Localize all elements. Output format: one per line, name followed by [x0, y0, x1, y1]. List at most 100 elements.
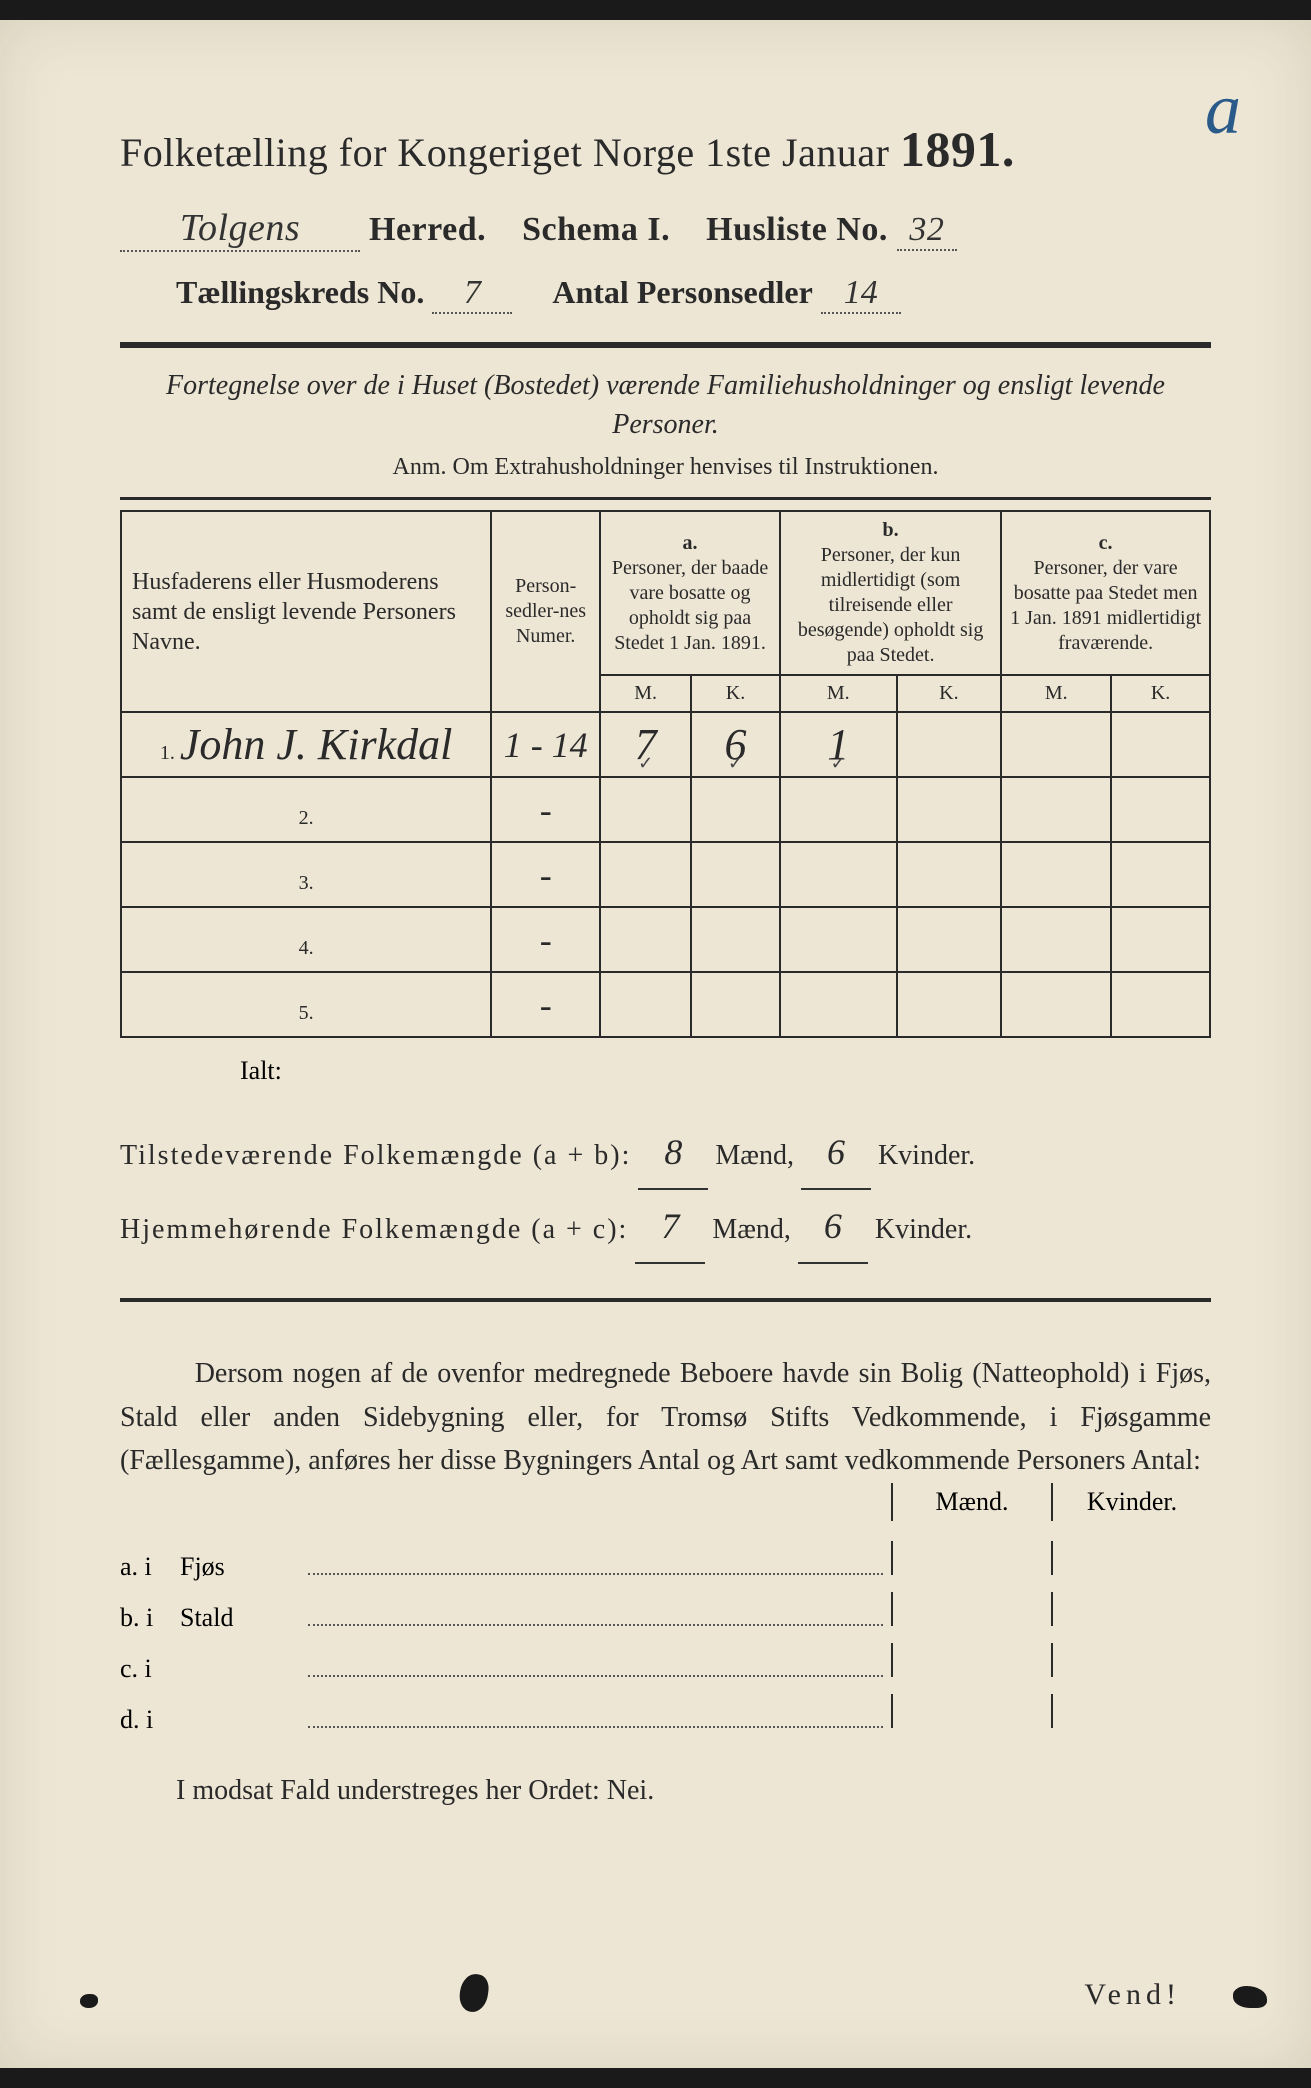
th-a-text: Personer, der baade vare bosatte og opho…: [605, 556, 775, 656]
cell-a-m: [600, 777, 691, 842]
th-c-text: Personer, der vare bosatte paa Stedet me…: [1006, 556, 1205, 656]
header-line-1: Tolgens Herred. Schema I. Husliste No. 3…: [120, 206, 1211, 252]
title-year: 1891.: [900, 121, 1015, 177]
cell-c-m: [1001, 712, 1111, 777]
inkblot-icon: [1233, 1986, 1267, 2008]
anm-line: Anm. Om Extrahusholdninger henvises til …: [120, 454, 1211, 481]
th-c-k: K.: [1111, 675, 1210, 712]
kvinder-label: Kvinder.: [878, 1140, 975, 1171]
cell-b-m: 1✓: [780, 712, 897, 777]
dots-fill: [308, 1651, 883, 1677]
cell-b-k: [897, 712, 1002, 777]
table-row: 4. -: [121, 907, 1210, 972]
kvinder-label: Kvinder.: [875, 1214, 972, 1245]
th-num: Person-sedler-nes Numer.: [491, 511, 600, 712]
cell-c-k: [1111, 972, 1210, 1037]
divider: [120, 342, 1211, 348]
dots-fill: [308, 1702, 883, 1728]
row-label: 1. John J. Kirkdal: [121, 712, 491, 777]
cell-a-k: [691, 907, 780, 972]
corner-annotation: a: [1205, 68, 1241, 151]
nei-line: I modsat Fald understreges her Ordet: Ne…: [120, 1775, 1211, 1807]
ialt-label: Ialt:: [240, 1056, 1211, 1086]
census-form-page: a Folketælling for Kongeriget Norge 1ste…: [0, 20, 1311, 2068]
table-row: 1. John J. Kirkdal1 - 147✓6✓1✓: [121, 712, 1210, 777]
divider: [120, 497, 1211, 500]
sub-lab: b. i: [120, 1603, 180, 1633]
tot2-label: Hjemmehørende Folkemængde (a + c):: [120, 1214, 628, 1245]
cell-b-k: [897, 972, 1002, 1037]
maend-label: Mænd,: [715, 1140, 794, 1171]
cell-c-k: [1111, 712, 1210, 777]
sub-k-cell: [1051, 1592, 1211, 1626]
th-a-m: M.: [600, 675, 691, 712]
cell-c-k: [1111, 777, 1210, 842]
th-c-m: M.: [1001, 675, 1111, 712]
cell-b-k: [897, 842, 1002, 907]
tot1-k: 6: [801, 1116, 871, 1190]
cell-c-m: [1001, 777, 1111, 842]
cell-b-m: [780, 777, 897, 842]
cell-b-m: [780, 907, 897, 972]
table-row: 3. -: [121, 842, 1210, 907]
husliste-label: Husliste No.: [706, 211, 888, 248]
cell-num: -: [491, 972, 600, 1037]
herred-value: Tolgens: [120, 206, 360, 252]
main-table: Husfaderens eller Husmoderens samt de en…: [120, 510, 1211, 1038]
row-label: 4.: [121, 907, 491, 972]
cell-c-k: [1111, 842, 1210, 907]
tot1-label: Tilstedeværende Folkemængde (a + b):: [120, 1140, 631, 1171]
th-b-label: b.: [785, 518, 996, 543]
th-b: b. Personer, der kun midlertidigt (som t…: [780, 511, 1001, 675]
row-label: 5.: [121, 972, 491, 1037]
husliste-value: 32: [897, 211, 957, 251]
schema-label: Schema I.: [522, 211, 670, 248]
herred-label: Herred.: [369, 211, 486, 248]
maend-label: Mænd,: [712, 1214, 791, 1245]
main-title: Folketælling for Kongeriget Norge 1ste J…: [120, 120, 1211, 178]
sub-row: a. iFjøs: [120, 1541, 1211, 1582]
totals-block: Tilstedeværende Folkemængde (a + b): 8 M…: [120, 1116, 1211, 1264]
sub-m-cell: [891, 1643, 1051, 1677]
cell-a-k: [691, 972, 780, 1037]
sub-m-cell: [891, 1541, 1051, 1575]
th-a: a. Personer, der baade vare bosatte og o…: [600, 511, 780, 675]
mk-header: Mænd. Kvinder.: [120, 1483, 1211, 1521]
sub-row: d. i: [120, 1694, 1211, 1735]
sub-m-cell: [891, 1694, 1051, 1728]
cell-a-k: [691, 842, 780, 907]
row-label: 2.: [121, 777, 491, 842]
tot1-m: 8: [638, 1116, 708, 1190]
th-a-label: a.: [605, 531, 775, 556]
sub-lab: d. i: [120, 1705, 180, 1735]
th-a-k: K.: [691, 675, 780, 712]
sub-k-cell: [1051, 1694, 1211, 1728]
sub-lab2: Fjøs: [180, 1552, 300, 1582]
cell-a-k: 6✓: [691, 712, 780, 777]
divider: [120, 1298, 1211, 1302]
dots-fill: [308, 1549, 883, 1575]
cell-num: 1 - 14: [491, 712, 600, 777]
dots-fill: [308, 1600, 883, 1626]
cell-num: -: [491, 907, 600, 972]
title-text: Folketælling for Kongeriget Norge 1ste J…: [120, 130, 889, 175]
totals-line-2: Hjemmehørende Folkemængde (a + c): 7 Mæn…: [120, 1190, 1211, 1264]
sub-row: c. i: [120, 1643, 1211, 1684]
sub-lab2: Stald: [180, 1603, 300, 1633]
inkblot-icon: [80, 1994, 98, 2008]
kreds-value: 7: [432, 274, 512, 314]
kreds-label: Tællingskreds No.: [176, 274, 424, 310]
sub-lab: c. i: [120, 1654, 180, 1684]
vend-label: Vend!: [1084, 1978, 1181, 2012]
antal-label: Antal Personsedler: [552, 274, 812, 310]
table-row: 2. -: [121, 777, 1210, 842]
table-row: 5. -: [121, 972, 1210, 1037]
nei-text: I modsat Fald understreges her Ordet: Ne…: [176, 1775, 654, 1806]
sub-row: b. iStald: [120, 1592, 1211, 1633]
th-name: Husfaderens eller Husmoderens samt de en…: [121, 511, 491, 712]
mk-kvinder: Kvinder.: [1051, 1483, 1211, 1521]
th-c: c. Personer, der vare bosatte paa Stedet…: [1001, 511, 1210, 675]
sub-k-cell: [1051, 1541, 1211, 1575]
sub-lab: a. i: [120, 1552, 180, 1582]
cell-b-k: [897, 777, 1002, 842]
